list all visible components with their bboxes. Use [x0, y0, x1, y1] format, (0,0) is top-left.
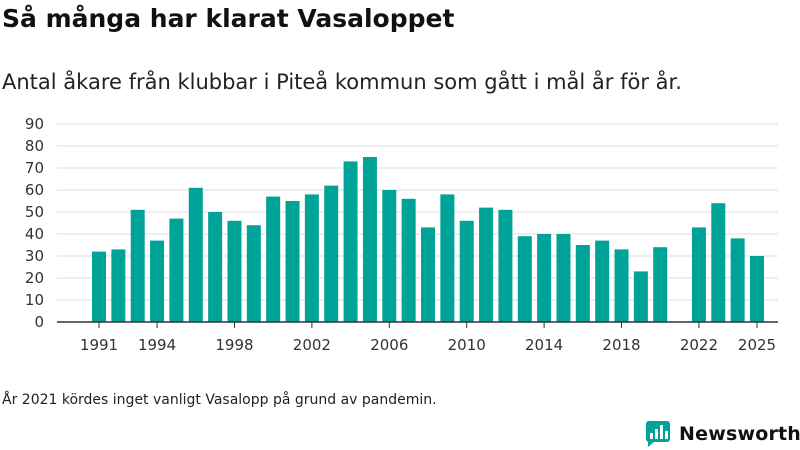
x-tick-label: 2006 [370, 336, 408, 354]
bar-chart-speech-bubble-icon [646, 421, 670, 447]
brand-name: Newsworthy [679, 423, 800, 445]
y-tick-label: 10 [25, 291, 44, 309]
brand-logo: Newsworthy [645, 420, 800, 448]
bar [362, 157, 377, 322]
chart-footnote: År 2021 kördes inget vanligt Vasalopp på… [2, 392, 437, 408]
bar [750, 256, 764, 322]
bar [517, 236, 532, 322]
x-tick-label: 1991 [80, 336, 118, 354]
bar [479, 207, 494, 322]
y-tick-label: 90 [25, 115, 44, 133]
bar [169, 218, 184, 322]
chart-title: Så många har klarat Vasaloppet [2, 4, 455, 33]
x-tick-label: 2010 [448, 336, 486, 354]
y-tick-label: 20 [25, 269, 44, 287]
bar [440, 194, 455, 322]
bar [691, 227, 706, 322]
bar [595, 240, 610, 322]
x-tick-label: 2022 [680, 336, 718, 354]
bar [188, 187, 203, 322]
bar [111, 249, 126, 322]
x-tick-label: 2002 [293, 336, 331, 354]
bar [459, 220, 474, 322]
bar [150, 240, 165, 322]
bar [421, 227, 435, 322]
bar [246, 225, 261, 322]
bar [324, 185, 339, 322]
x-tick-label: 2014 [525, 336, 563, 354]
bar [730, 238, 745, 322]
bar [130, 209, 145, 322]
bar [575, 245, 590, 322]
y-tick-label: 40 [25, 225, 44, 243]
y-tick-label: 50 [25, 203, 44, 221]
bar [227, 220, 242, 322]
x-tick-label: 2025 [738, 336, 776, 354]
y-tick-label: 30 [25, 247, 44, 265]
y-tick-label: 60 [25, 181, 44, 199]
y-tick-label: 70 [25, 159, 44, 177]
chart-subtitle: Antal åkare från klubbar i Piteå kommun … [2, 70, 682, 94]
bar [537, 234, 552, 322]
bar [614, 249, 629, 322]
bar [343, 161, 358, 322]
x-tick-label: 1994 [138, 336, 176, 354]
bar [92, 251, 106, 322]
bar [653, 247, 668, 322]
y-tick-label: 0 [34, 313, 44, 331]
x-tick-label: 2018 [602, 336, 640, 354]
bar [633, 271, 648, 322]
y-tick-label: 80 [25, 137, 44, 155]
bar [285, 201, 300, 322]
bar [498, 209, 513, 322]
bar-chart: 0 10 20 30 40 50 60 70 80 90 1991 1994 1998 2002 2006 2… [25, 115, 778, 354]
bar [382, 190, 397, 322]
bar [711, 203, 726, 322]
bar [304, 194, 319, 322]
bar [266, 196, 281, 322]
bar [556, 234, 571, 322]
bar [208, 212, 223, 322]
bar [401, 198, 416, 322]
x-tick-label: 1998 [215, 336, 253, 354]
